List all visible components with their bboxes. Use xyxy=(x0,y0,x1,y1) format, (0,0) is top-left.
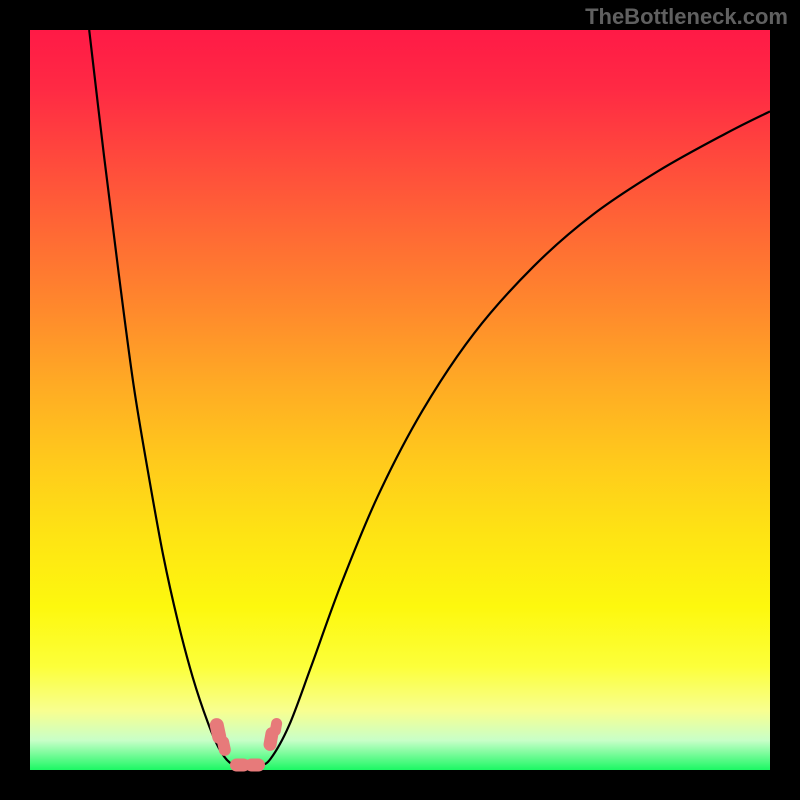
bottleneck-curve xyxy=(30,30,770,770)
plot-area xyxy=(30,30,770,770)
data-marker xyxy=(245,758,265,771)
watermark-text: TheBottleneck.com xyxy=(585,4,788,30)
